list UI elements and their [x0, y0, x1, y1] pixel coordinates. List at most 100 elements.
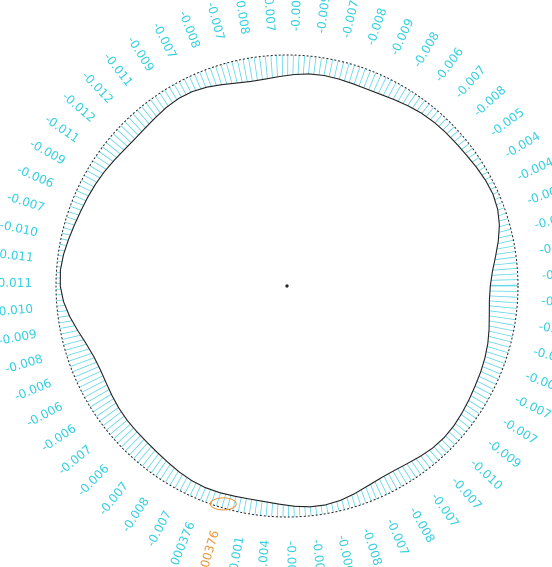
deviation-line [488, 330, 513, 337]
deviation-line [331, 503, 334, 513]
deviation-line [468, 152, 477, 159]
deviation-line [498, 234, 513, 239]
deviation-label: -0.007 [150, 20, 180, 61]
deviation-label: -0.004 [525, 181, 552, 207]
deviation-label: -0.010 [0, 218, 39, 240]
deviation-line [309, 506, 312, 516]
deviation-line [184, 480, 192, 494]
deviation-line [373, 74, 382, 92]
deviation-line [485, 356, 505, 364]
deviation-label: -0.009 [314, 0, 333, 34]
deviation-line [264, 55, 268, 79]
deviation-line [489, 290, 518, 292]
deviation-line [412, 96, 421, 109]
deviation-line [370, 484, 377, 500]
deviation-label: -0.007 [513, 392, 552, 422]
deviation-line [64, 221, 75, 226]
deviation-label: -0.007 [339, 0, 362, 40]
deviation-label: -0.004 [255, 539, 272, 567]
deviation-line [308, 56, 311, 74]
deviation-line [226, 62, 233, 84]
deviation-label: -0.009 [485, 436, 524, 471]
deviation-line [90, 393, 112, 408]
deviation-line [109, 419, 128, 435]
deviation-line [336, 501, 340, 512]
deviation-line [346, 497, 351, 509]
measured-profile [59, 73, 500, 508]
deviation-line [489, 295, 518, 298]
deviation-line [68, 211, 80, 216]
deviation-line [495, 251, 516, 255]
deviation-line [326, 504, 329, 514]
deviation-line [200, 487, 206, 501]
deviation-line [489, 300, 518, 304]
deviation-label: -0.009 [27, 136, 68, 167]
deviation-line [338, 62, 345, 80]
deviation-line [150, 457, 163, 474]
deviation-line [189, 76, 197, 91]
deviation-line [425, 107, 434, 117]
deviation-line [276, 503, 279, 517]
deviation-line [360, 489, 367, 504]
deviation-line [493, 262, 517, 266]
deviation-line [478, 166, 486, 172]
deviation-line [438, 118, 447, 127]
deviation-line [492, 191, 499, 195]
deviation-line [348, 64, 355, 83]
deviation-line [382, 79, 392, 96]
deviation-line [60, 238, 69, 241]
deviation-line [57, 310, 67, 313]
deviation-line [448, 431, 459, 441]
deviation-line [74, 366, 100, 378]
deviation-line [84, 384, 108, 398]
deviation-label: -0.008 [410, 29, 442, 69]
deviation-label: -0.006 [24, 399, 65, 430]
deviation-label: -0.006 [39, 421, 79, 454]
deviation-line [415, 458, 426, 472]
deviation-line [475, 161, 483, 167]
deviation-label: -0.012 [79, 69, 116, 107]
deviation-line [445, 435, 456, 445]
deviation-line [72, 361, 97, 373]
deviation-label: -0.007 [262, 0, 278, 32]
deviation-line [328, 59, 334, 77]
deviation-line [129, 439, 145, 456]
deviation-line [78, 185, 92, 192]
deviation-label: -0.008 [407, 504, 438, 545]
deviation-label: -0.009 [125, 34, 158, 74]
deviation-line [63, 339, 84, 346]
deviation-line [474, 385, 492, 395]
deviation-line [437, 443, 448, 453]
deviation-line [89, 165, 104, 174]
deviation-line [160, 464, 171, 480]
deviation-line [388, 473, 398, 490]
deviation-line [209, 67, 217, 86]
deviation-label: -0.005 [310, 538, 328, 567]
deviation-line [470, 395, 486, 405]
deviation-label: -0.007 [204, 1, 228, 42]
deviation-line [99, 407, 119, 422]
deviation-line [478, 376, 497, 385]
deviation-line [472, 390, 489, 400]
deviation-label: -0.008 [532, 344, 552, 367]
deviation-label: -0.007 [384, 516, 412, 557]
deviation-line [356, 492, 362, 506]
deviation-line [58, 249, 65, 252]
deviation-line [120, 125, 136, 140]
deviation-line [498, 212, 507, 216]
deviation-line [57, 255, 64, 257]
deviation-line [297, 55, 300, 75]
deviation-line [363, 70, 371, 89]
deviation-line [487, 346, 509, 354]
deviation-label: -0.011 [0, 246, 34, 264]
deviation-line [429, 449, 439, 461]
deviation-line [499, 218, 509, 222]
deviation-line [320, 505, 323, 515]
deviation-line [489, 305, 517, 309]
deviation-line [220, 64, 228, 85]
deviation-line [455, 423, 467, 433]
deviation-line [84, 175, 97, 183]
deviation-label: -0.007 [452, 63, 488, 101]
deviation-line [232, 496, 237, 511]
deviation-line [179, 477, 188, 491]
